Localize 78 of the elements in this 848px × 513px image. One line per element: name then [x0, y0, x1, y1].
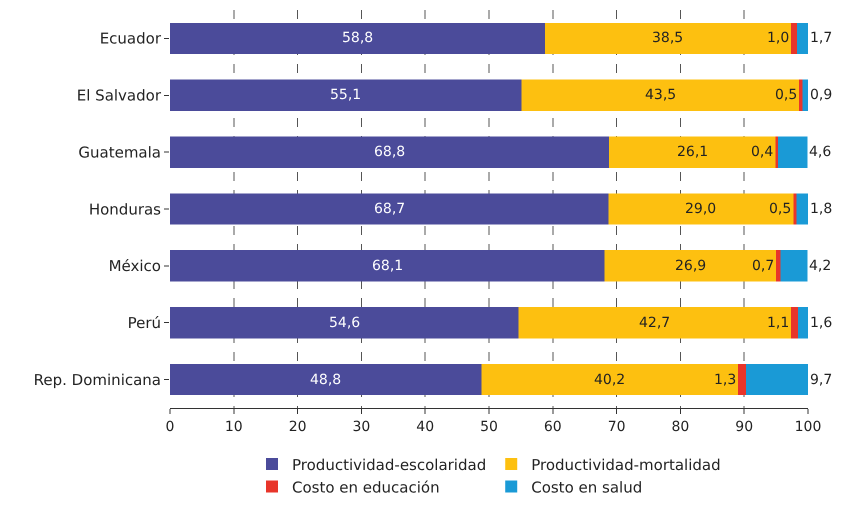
data-label: 0,5: [775, 87, 798, 103]
data-label: 1,3: [714, 372, 736, 388]
bar: [170, 80, 522, 111]
x-tick-label: 100: [794, 418, 822, 435]
bar: [799, 80, 802, 111]
legend-label: Costo en salud: [531, 478, 642, 496]
bar: [798, 307, 808, 338]
bar: [802, 80, 808, 111]
bar: [738, 364, 746, 396]
x-tick-label: 20: [288, 418, 307, 435]
bar: [604, 250, 776, 282]
bar: [746, 364, 808, 396]
data-label: 48,8: [310, 372, 342, 388]
y-tick-label: México: [108, 257, 161, 276]
data-label: 26,9: [675, 258, 706, 274]
data-label: 54,6: [329, 315, 360, 331]
data-label: 4,6: [809, 144, 832, 160]
data-label: 38,5: [652, 30, 684, 46]
bar: [518, 307, 791, 338]
x-tick-label: 90: [735, 418, 754, 435]
bar: [790, 22, 798, 54]
x-tick-label: 40: [416, 418, 434, 435]
bar: [780, 250, 808, 282]
legend-label: Productividad-escolaridad: [292, 456, 486, 474]
data-label: 1,6: [810, 315, 832, 331]
data-label: 0,4: [751, 144, 774, 160]
data-label: 68,8: [374, 144, 406, 160]
data-label: 1,0: [767, 30, 790, 46]
legend-label: Costo en educación: [292, 478, 440, 496]
bar: [170, 193, 608, 225]
data-label: 42,7: [639, 315, 670, 331]
data-label: 0,5: [769, 201, 792, 217]
data-label: 1,8: [810, 201, 832, 217]
bar: [170, 22, 546, 54]
bar: [522, 80, 800, 111]
x-tick-label: 10: [224, 418, 243, 435]
data-label: 40,2: [594, 372, 626, 388]
data-label: 1,7: [810, 30, 832, 46]
x-tick-label: 0: [166, 418, 174, 435]
y-tick-label: Guatemala: [78, 143, 161, 162]
x-tick-label: 70: [608, 418, 626, 435]
bar: [797, 22, 808, 54]
bar: [796, 193, 808, 225]
data-label: 4,2: [809, 258, 832, 274]
bar: [545, 22, 791, 54]
x-tick-label: 60: [544, 418, 562, 435]
y-tick-label: Rep. Dominicana: [34, 370, 161, 389]
bar: [170, 250, 604, 282]
y-tick-label: Honduras: [88, 200, 162, 218]
bar: [790, 307, 798, 338]
y-tick-label: Perú: [128, 314, 161, 332]
data-label: 0,9: [810, 87, 832, 103]
data-label: 29,0: [685, 201, 716, 217]
bar: [776, 250, 781, 282]
bar: [481, 364, 738, 396]
x-tick-label: 80: [671, 418, 690, 435]
x-tick-label: 30: [352, 418, 370, 435]
data-label: 43,5: [645, 87, 676, 103]
data-label: 0,7: [752, 258, 774, 274]
data-label: 26,1: [677, 144, 708, 160]
bar: [775, 136, 778, 168]
data-label: 68,7: [374, 201, 406, 217]
bar: [170, 307, 518, 338]
x-tick-label: 50: [480, 418, 498, 435]
data-label: 68,1: [372, 258, 404, 274]
data-label: 55,1: [330, 87, 362, 103]
data-label: 58,8: [342, 30, 374, 46]
bar: [170, 136, 609, 168]
bar: [778, 136, 808, 168]
bar: [608, 136, 776, 168]
data-label: 9,7: [810, 372, 832, 388]
bar: [170, 364, 482, 396]
y-tick-label: El Salvador: [76, 86, 162, 105]
y-tick-label: Ecuador: [100, 30, 162, 48]
bar: [608, 193, 794, 225]
bar: [793, 193, 797, 225]
data-label: 1,1: [767, 315, 790, 331]
legend-label: Productividad-mortalidad: [531, 456, 721, 474]
